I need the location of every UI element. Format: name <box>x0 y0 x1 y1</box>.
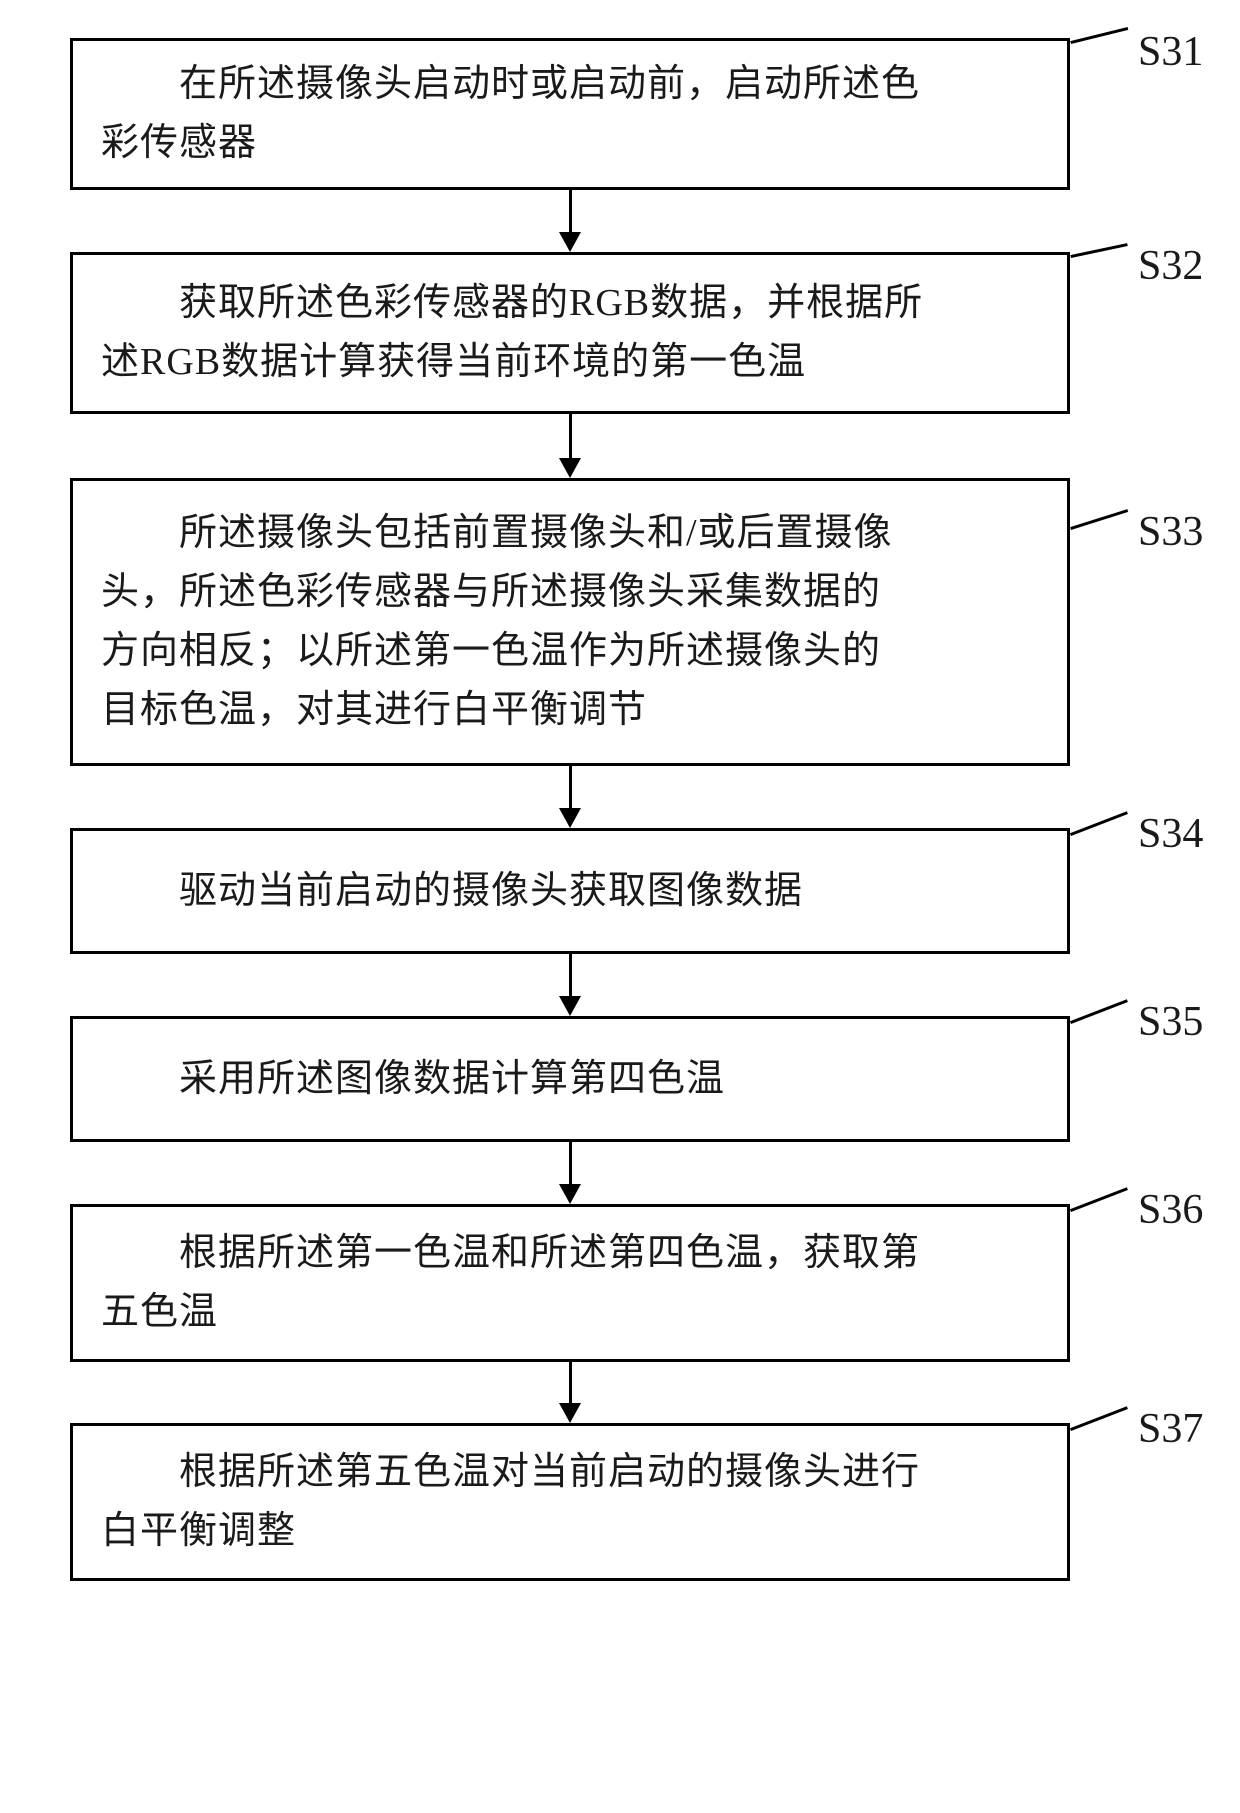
connector-line <box>569 1362 572 1405</box>
arrow-head-icon <box>559 808 581 828</box>
flow-node-S34: 驱动当前启动的摄像头获取图像数据 <box>70 828 1070 954</box>
arrow-head-icon <box>559 1184 581 1204</box>
connector-line <box>569 190 572 234</box>
step-label-S35: S35 <box>1138 998 1203 1046</box>
step-label-S36: S36 <box>1138 1186 1203 1234</box>
step-label-S33: S33 <box>1138 508 1203 556</box>
step-label-S32: S32 <box>1138 242 1203 290</box>
flow-node-S32: 获取所述色彩传感器的RGB数据，并根据所 述RGB数据计算获得当前环境的第一色温 <box>70 252 1070 414</box>
flow-node-text: 驱动当前启动的摄像头获取图像数据 <box>101 862 803 921</box>
arrow-head-icon <box>559 996 581 1016</box>
connector-line <box>569 1142 572 1186</box>
flow-node-S36: 根据所述第一色温和所述第四色温，获取第 五色温 <box>70 1204 1070 1362</box>
flow-node-S35: 采用所述图像数据计算第四色温 <box>70 1016 1070 1142</box>
leader-line <box>1070 243 1128 258</box>
flow-node-text: 获取所述色彩传感器的RGB数据，并根据所 述RGB数据计算获得当前环境的第一色温 <box>101 274 923 392</box>
arrow-head-icon <box>559 1403 581 1423</box>
leader-line <box>1070 1187 1128 1212</box>
flow-node-text: 根据所述第五色温对当前启动的摄像头进行 白平衡调整 <box>101 1443 920 1561</box>
flow-node-text: 采用所述图像数据计算第四色温 <box>101 1050 725 1109</box>
flow-node-S33: 所述摄像头包括前置摄像头和/或后置摄像 头，所述色彩传感器与所述摄像头采集数据的… <box>70 478 1070 766</box>
flow-node-text: 所述摄像头包括前置摄像头和/或后置摄像 头，所述色彩传感器与所述摄像头采集数据的… <box>101 504 893 740</box>
arrow-head-icon <box>559 458 581 478</box>
flow-node-text: 在所述摄像头启动时或启动前，启动所述色 彩传感器 <box>101 55 920 173</box>
step-label-S31: S31 <box>1138 28 1203 76</box>
leader-line <box>1070 27 1128 44</box>
arrow-head-icon <box>559 232 581 252</box>
connector-line <box>569 954 572 998</box>
flow-node-text: 根据所述第一色温和所述第四色温，获取第 五色温 <box>101 1224 920 1342</box>
connector-line <box>569 766 572 810</box>
step-label-S37: S37 <box>1138 1405 1203 1453</box>
leader-line <box>1070 811 1128 836</box>
connector-line <box>569 414 572 460</box>
leader-line <box>1070 999 1128 1024</box>
flow-node-S31: 在所述摄像头启动时或启动前，启动所述色 彩传感器 <box>70 38 1070 190</box>
flowchart-canvas: 在所述摄像头启动时或启动前，启动所述色 彩传感器 S31 获取所述色彩传感器的RG… <box>0 0 1240 1813</box>
flow-node-S37: 根据所述第五色温对当前启动的摄像头进行 白平衡调整 <box>70 1423 1070 1581</box>
leader-line <box>1070 1406 1128 1431</box>
step-label-S34: S34 <box>1138 810 1203 858</box>
leader-line <box>1070 509 1128 530</box>
